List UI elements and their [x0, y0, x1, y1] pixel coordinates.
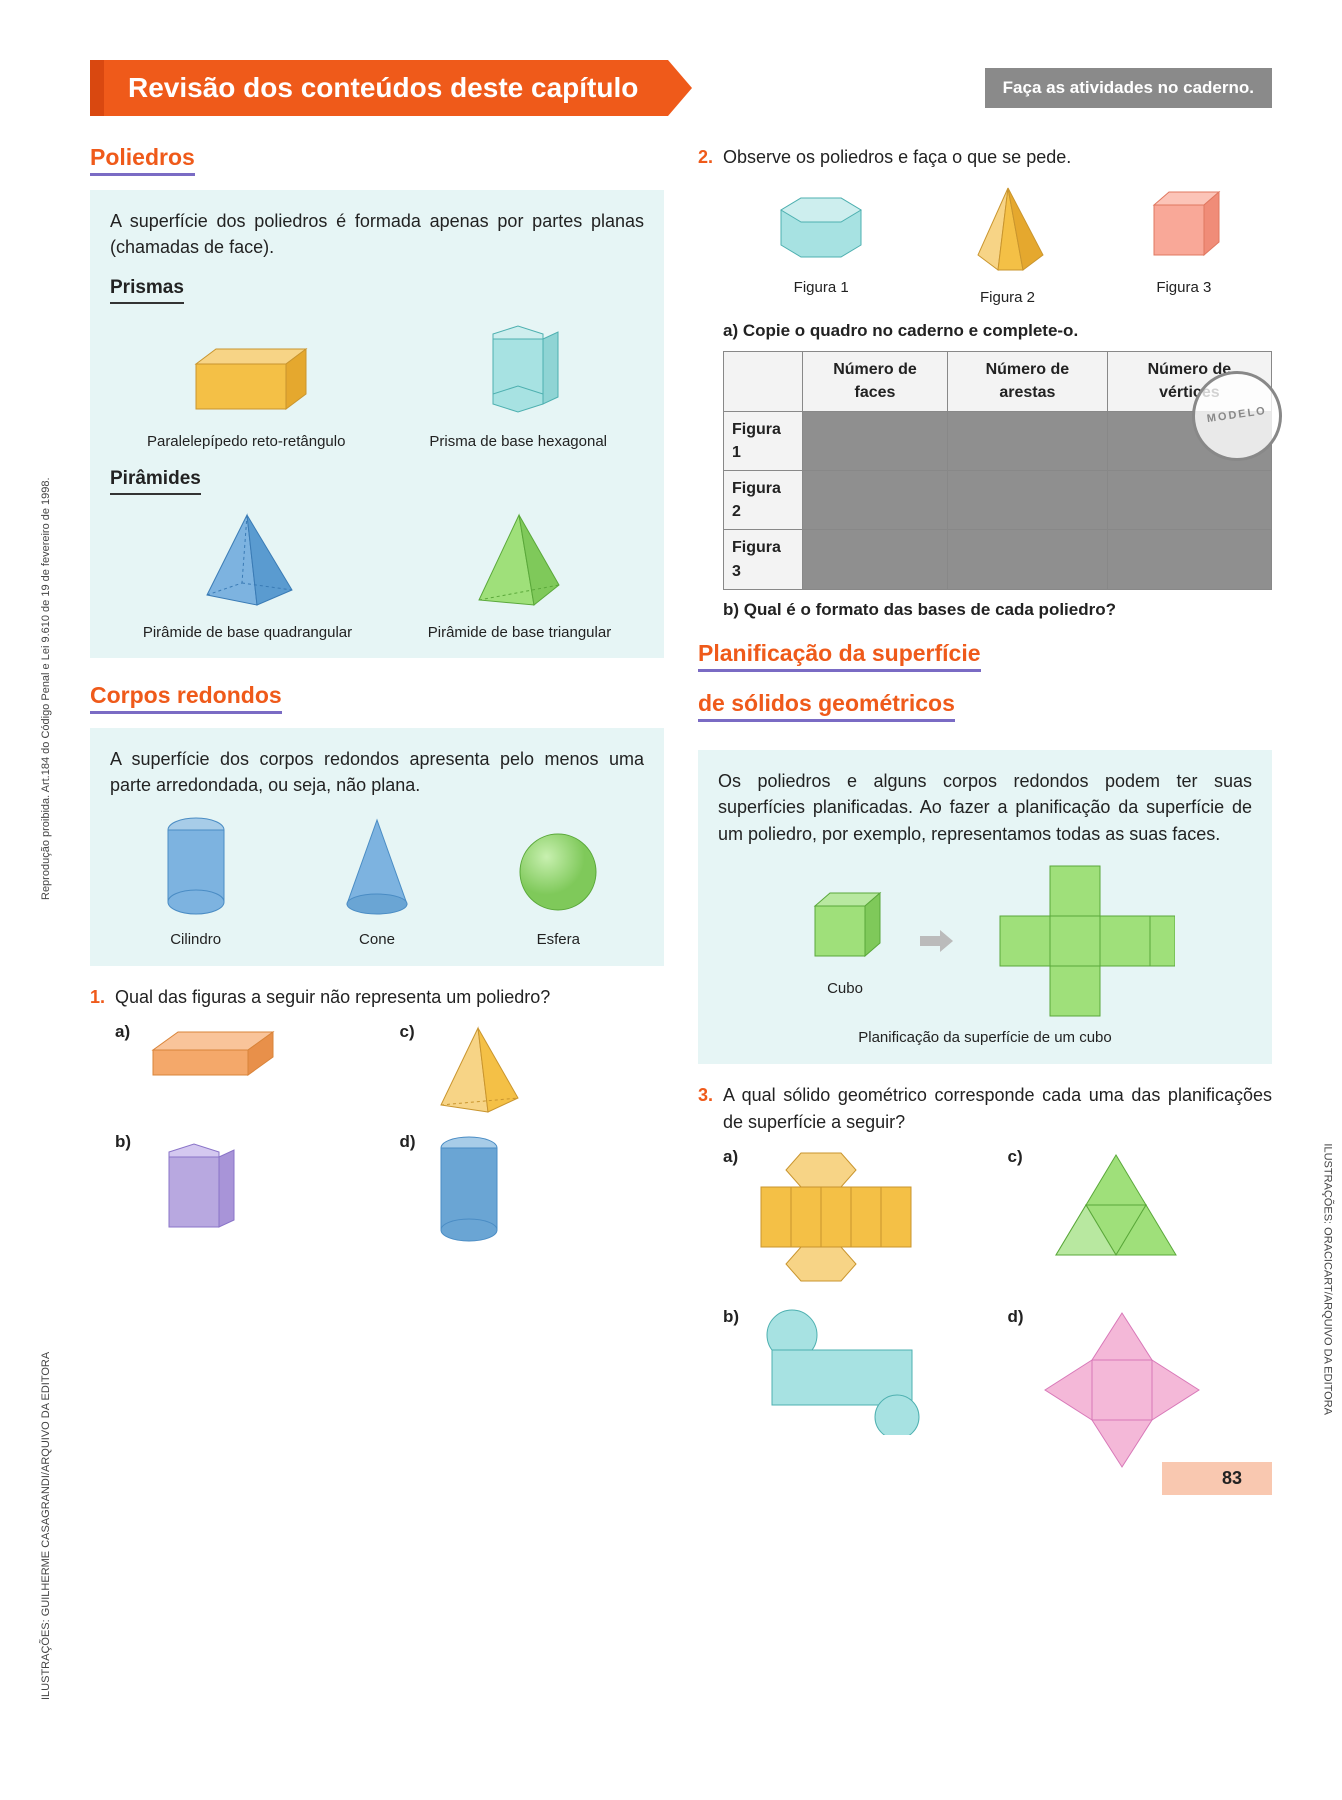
question-1: 1. Qual das figuras a seguir não represe…: [90, 984, 664, 1250]
arrow-icon: [915, 926, 955, 956]
section-title-poliedros: Poliedros: [90, 144, 195, 176]
purple-hex-prism-icon: [139, 1130, 249, 1250]
right-column: 2. Observe os poliedros e faça o que se …: [698, 144, 1272, 1475]
chapter-banner: Revisão dos conteúdos deste capítulo: [90, 60, 668, 116]
panel-poliedros: A superfície dos poliedros é formada ape…: [90, 190, 664, 658]
page-number: 83: [1162, 1462, 1272, 1495]
q1-option-a: a): [115, 1020, 379, 1120]
q3-option-a: a): [723, 1145, 987, 1295]
shape-piramide-tri: Pirâmide de base triangular: [428, 505, 611, 643]
pyramid-square-icon: [187, 505, 307, 615]
hex-prism-icon: [463, 314, 573, 424]
credit-left: ILUSTRAÇÕES: GUILHERME CASAGRANDI/ARQUIV…: [40, 1352, 52, 1700]
shape-cilindro: Cilindro: [151, 812, 241, 950]
plan-caption: Planificação da superfície de um cubo: [718, 1027, 1252, 1049]
q2a-text: a) Copie o quadro no caderno e complete-…: [723, 319, 1272, 344]
q3-text: A qual sólido geométrico corresponde cad…: [723, 1082, 1272, 1134]
shape-paralelepipedo: Paralelepípedo reto-retângulo: [147, 334, 345, 452]
poliedros-text: A superfície dos poliedros é formada ape…: [110, 208, 644, 260]
yellow-pent-pyramid-icon: [958, 180, 1058, 280]
cone-icon: [332, 812, 422, 922]
panel-planificacao: Os poliedros e alguns corpos redondos po…: [698, 750, 1272, 1064]
table-row: Figura 2: [724, 470, 1272, 529]
credit-right: ILUSTRAÇÕES: ORACICART/ARQUIVO DA EDITOR…: [1322, 1143, 1334, 1415]
shape-cone: Cone: [332, 812, 422, 950]
q1-option-c: c): [400, 1020, 665, 1120]
corpos-text: A superfície dos corpos redondos apresen…: [110, 746, 644, 798]
cylinder-icon: [151, 812, 241, 922]
q3-option-c: c): [1008, 1145, 1273, 1295]
question-3: 3. A qual sólido geométrico corresponde …: [698, 1082, 1272, 1474]
yellow-pyramid-icon: [423, 1020, 533, 1120]
q3-option-b: b): [723, 1305, 987, 1475]
q1-number: 1.: [90, 984, 105, 1250]
q2-number: 2.: [698, 144, 713, 630]
note-box: Faça as atividades no caderno.: [985, 68, 1272, 108]
sub-piramides: Pirâmides: [110, 465, 201, 495]
q3-number: 3.: [698, 1082, 713, 1474]
pyramid-tri-icon: [459, 505, 579, 615]
q3-option-d: d): [1008, 1305, 1273, 1475]
hex-prism-net-icon: [746, 1145, 916, 1295]
panel-corpos: A superfície dos corpos redondos apresen…: [90, 728, 664, 966]
salmon-cube-icon: [1134, 180, 1234, 270]
section-title-planificacao: Planificação da superfície: [698, 640, 981, 672]
cylinder-net-icon: [747, 1305, 937, 1435]
q1-text: Qual das figuras a seguir não representa…: [115, 984, 664, 1010]
copyright-text: Reprodução proibida. Art.184 do Código P…: [40, 477, 52, 900]
section-title-corpos: Corpos redondos: [90, 682, 282, 714]
paralelepipedo-icon: [176, 334, 316, 424]
sub-prismas: Prismas: [110, 274, 184, 304]
fig-1: Figura 1: [761, 180, 881, 309]
pyramid-net-icon: [1032, 1305, 1212, 1475]
table-faces: Número de facesNúmero de arestasNúmero d…: [723, 351, 1272, 590]
flat-prism-icon: [138, 1020, 288, 1090]
shape-piramide-quad: Pirâmide de base quadrangular: [143, 505, 352, 643]
cubo-label: Cubo: [795, 978, 895, 1000]
blue-cylinder-icon: [424, 1130, 514, 1250]
table-row: Figura 3: [724, 530, 1272, 589]
q2-text: Observe os poliedros e faça o que se ped…: [723, 144, 1272, 170]
section-title-planificacao2: de sólidos geométricos: [698, 690, 955, 722]
fig-2: Figura 2: [958, 180, 1058, 309]
fig-3: Figura 3: [1134, 180, 1234, 309]
shape-esfera: Esfera: [513, 822, 603, 950]
shape-prisma-hex: Prisma de base hexagonal: [429, 314, 607, 452]
green-cube-icon: [795, 881, 895, 971]
question-2: 2. Observe os poliedros e faça o que se …: [698, 144, 1272, 630]
q1-option-b: b): [115, 1130, 379, 1250]
sphere-icon: [513, 822, 603, 922]
q1-option-d: d): [400, 1130, 665, 1250]
table-row: Figura 1: [724, 411, 1272, 470]
cube-net-icon: [975, 861, 1175, 1021]
q2b-text: b) Qual é o formato das bases de cada po…: [723, 598, 1272, 623]
left-column: Poliedros A superfície dos poliedros é f…: [90, 144, 664, 1475]
cyan-hex-prism-icon: [761, 180, 881, 270]
planificacao-text: Os poliedros e alguns corpos redondos po…: [718, 768, 1252, 846]
tri-net-icon: [1031, 1145, 1201, 1295]
